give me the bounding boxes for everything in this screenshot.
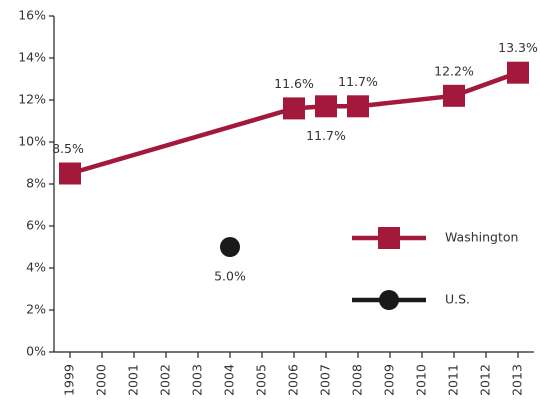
x-tick-label: 2008: [350, 364, 365, 396]
data-point: [220, 237, 240, 257]
data-label: 12.2%: [434, 63, 474, 78]
x-tick-label: 2007: [318, 364, 333, 396]
x-tick-label: 2006: [286, 364, 301, 396]
legend-marker: [379, 290, 399, 310]
y-tick-label: 12%: [18, 92, 46, 107]
x-tick-label: 2005: [254, 364, 269, 396]
y-tick-label: 0%: [26, 344, 46, 359]
data-point: [507, 61, 529, 84]
x-tick-label: 2004: [222, 364, 237, 396]
data-label: 11.7%: [306, 128, 346, 143]
data-point: [315, 95, 337, 118]
legend-label: U.S.: [445, 292, 470, 307]
y-tick-label: 10%: [18, 134, 46, 149]
y-tick-label: 8%: [26, 176, 46, 191]
x-tick-label: 2013: [510, 364, 525, 396]
x-tick-label: 2003: [190, 364, 205, 396]
x-tick-label: 2009: [382, 364, 397, 396]
legend-label: Washington: [445, 230, 518, 245]
y-tick-label: 14%: [18, 50, 46, 65]
x-tick-label: 2000: [94, 364, 109, 396]
x-tick-label: 2012: [478, 364, 493, 396]
x-tick-label: 2001: [126, 364, 141, 396]
data-label: 11.6%: [274, 76, 314, 91]
data-label: 13.3%: [498, 40, 538, 55]
x-tick-label: 2011: [446, 364, 461, 396]
x-tick-label: 1999: [62, 364, 77, 396]
data-point: [347, 95, 369, 118]
legend-marker: [378, 227, 400, 249]
data-point: [59, 162, 81, 185]
data-label: 8.5%: [52, 141, 84, 156]
x-tick-label: 2002: [158, 364, 173, 396]
y-tick-label: 6%: [26, 218, 46, 233]
y-tick-label: 2%: [26, 302, 46, 317]
data-label: 11.7%: [338, 74, 378, 89]
data-point: [443, 84, 465, 107]
x-tick-label: 2010: [414, 364, 429, 396]
y-tick-label: 16%: [18, 8, 46, 23]
y-tick-label: 4%: [26, 260, 46, 275]
data-label: 5.0%: [214, 269, 246, 284]
data-point: [283, 97, 305, 120]
